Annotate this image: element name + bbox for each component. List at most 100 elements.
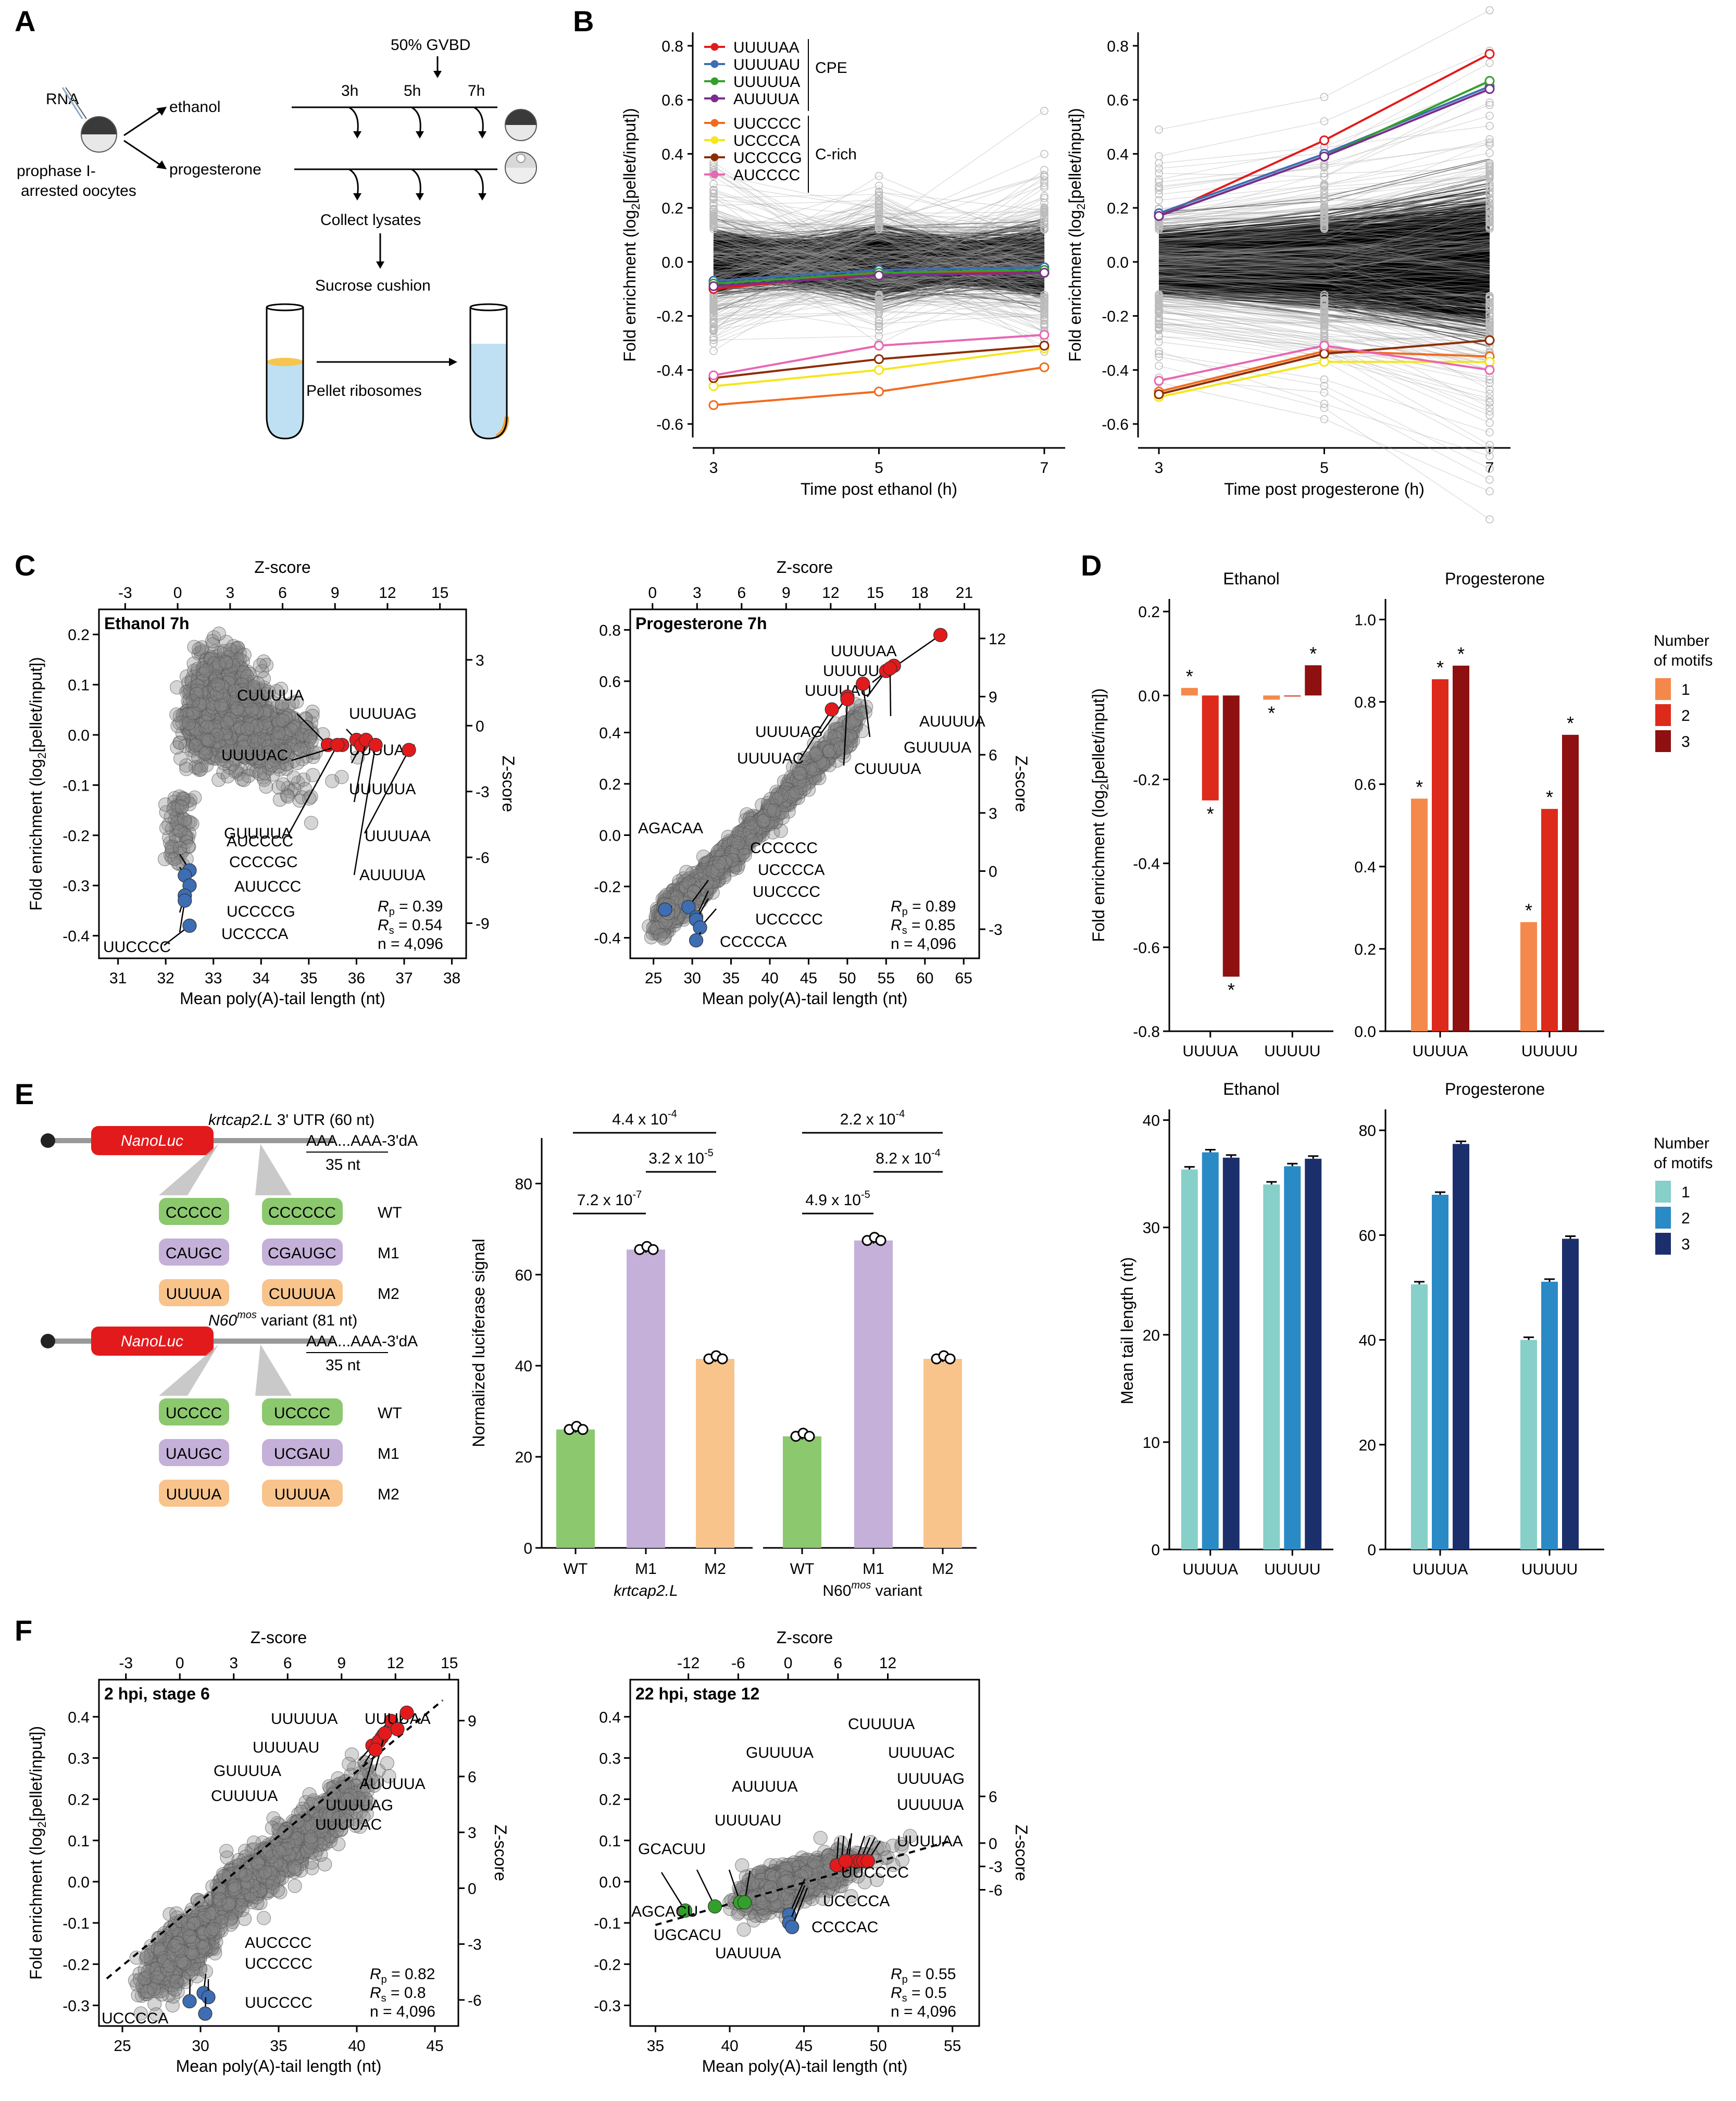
- panel-e-bar-krtcap2-m1: [627, 1249, 665, 1548]
- panel-b-right-xtick-label-1: 5: [1320, 459, 1329, 477]
- pellet-ribosomes-label: Pellet ribosomes: [306, 382, 422, 399]
- panel-e-reporter-2-nanoluc-label: NanoLuc: [121, 1333, 183, 1350]
- panel-c-right-label-ucccca: UCCCCA: [758, 861, 825, 879]
- panel-e-ytick-label-2: 40: [515, 1358, 532, 1375]
- panel-b-right-point-uccccg-0: [1154, 389, 1164, 399]
- panel-f-right-label-uauuua: UAUUUA: [715, 1945, 781, 1962]
- panel-d-progesterone-fe-bar-uuuua-2: [1432, 679, 1448, 1031]
- panel-b-right-point-uccccg-1: [1319, 348, 1329, 359]
- panel-e-reporter-2-motif-1-a: UAUGC: [166, 1445, 222, 1462]
- legend-marker-uuuuaa: [710, 43, 719, 51]
- panel-e-reporter-2-variant-0: WT: [378, 1405, 402, 1422]
- panel-c-left-stat-rs: Rs = 0.54: [378, 917, 442, 936]
- panel-b-left-ytick-label-3: 0.0: [661, 254, 683, 271]
- panel-c-right-xtick-label-7: 60: [916, 970, 933, 987]
- legend-marker-uucccc: [710, 119, 719, 127]
- panel-c-right-toplabel: Z-score: [777, 558, 833, 577]
- panel-c-left-ytick-label-5: 0.1: [68, 677, 90, 694]
- panel-c-right-label-guuuua: GUUUUA: [904, 739, 971, 756]
- panel-e-reporter-2-polya-label: AAA...AAA-3'dA: [306, 1333, 418, 1350]
- panel-c-left-toptick-label-0: -3: [118, 584, 132, 602]
- timepoint-arrowhead-2: [478, 131, 486, 139]
- panel-d-progesterone-tail-ytick-label-0: 80: [1359, 1122, 1376, 1140]
- panel-f-right-point-uuuuaa: [860, 1854, 875, 1868]
- panel-f-left-label-uuuuau: UUUUAU: [253, 1739, 319, 1756]
- panel-b-left-point-aucccc-0: [708, 370, 719, 381]
- panel-e-reporter-2-nanoluc: [91, 1327, 214, 1356]
- timepoint-arrow-5: [473, 168, 484, 197]
- panel-d-legend-top-swatch-3: [1655, 730, 1671, 752]
- panel-f-left-ytick-label-0: -0.3: [63, 1997, 90, 2015]
- panel-f-left-stat-rp: Rp = 0.82: [370, 1966, 435, 1985]
- panel-c-right-ytick-label-0: -0.4: [594, 930, 621, 947]
- panel-label-c: C: [15, 549, 35, 582]
- panel-c-right-xtick-label-1: 30: [683, 970, 701, 987]
- panel-f-right-ytick-label-0: -0.3: [594, 1997, 621, 2015]
- panel-label-f: F: [15, 1614, 32, 1647]
- panel-c-right-toptick-label-7: 21: [956, 584, 973, 602]
- panel-d-progesterone-fe-ytick-label-3: 0.4: [1354, 859, 1376, 876]
- panel-c-left-label-guuuua: GUUUUA: [224, 825, 292, 842]
- panel-f-right-stat-rp: Rp = 0.55: [891, 1966, 956, 1985]
- panel-f-right-label-agcacu: AGCACU: [631, 1903, 698, 1920]
- panel-f-right-xlabel: Mean poly(A)-tail length (nt): [702, 2057, 908, 2075]
- panel-c-right-point-uuuuac: [825, 702, 839, 717]
- panel-e-reporter-2-box-0-b: [262, 1398, 343, 1425]
- panel-f-left-point-uccccc: [201, 1990, 216, 2005]
- panel-f-left-toptick-label-5: 12: [387, 1655, 404, 1672]
- panel-b-right-series-aucccc: [1154, 341, 1495, 386]
- panel-f-right-xtick-label-0: 35: [647, 2037, 664, 2055]
- panel-d-ethanol-tail-bar-uuuuu-3: [1305, 1158, 1322, 1549]
- legend-label-auuuua: AUUUUA: [733, 91, 800, 108]
- panel-f-left-xtick-label-3: 40: [348, 2037, 365, 2055]
- panel-b-left-series-auuuua: [708, 268, 1050, 292]
- panel-f-right-ytick-label-1: -0.2: [594, 1956, 621, 1973]
- panel-f-left-point-uuuuac: [368, 1742, 383, 1757]
- panel-c-left-label-uuuuua: UUUUUA: [349, 781, 416, 798]
- panel-b-right-ytick-label-6: 0.6: [1107, 92, 1129, 109]
- panel-c-right-ytick-label-3: 0.2: [599, 776, 621, 793]
- panel-d-ethanol-fe-bar-uuuuu-1: [1263, 695, 1280, 700]
- panel-d-progesterone-tail-bar-uuuua-3: [1453, 1144, 1469, 1549]
- panel-e-reporter-2-utr-label: N60mos variant (81 nt): [208, 1309, 357, 1329]
- panel-d-progesterone-fe-xtick-label-1: UUUUU: [1521, 1043, 1578, 1060]
- panel-e-reporter-2-box-2-b: [262, 1480, 343, 1507]
- legend-label-uucccc: UUCCCC: [733, 115, 801, 132]
- panel-d-progesterone-fe-star-0-0: *: [1416, 776, 1423, 797]
- panel-f-left-ylabel: Fold enrichment (log2[pellet/input]): [27, 1726, 48, 1980]
- panel-e-rep-n60mos-1-2: [875, 1235, 886, 1246]
- panel-f-left-toptick-label-1: 0: [176, 1655, 184, 1672]
- panel-d-progesterone-tail-bar-uuuuu-2: [1541, 1281, 1558, 1549]
- panel-c-right-xlabel: Mean poly(A)-tail length (nt): [702, 989, 908, 1008]
- panel-c-right-label-uuuuua: UUUUUA: [823, 662, 890, 680]
- panel-c-left-label-uuuuac: UUUUAC: [221, 747, 288, 764]
- legend-marker-uuuuau: [710, 60, 719, 68]
- legend-group-crich: C-rich: [815, 146, 857, 163]
- panel-b-right-ytick-label-2: -0.2: [1102, 308, 1129, 326]
- panel-b-right-point-uccccg-2: [1484, 335, 1495, 345]
- panel-d-progesterone-tail-bar-uuuuu-3: [1562, 1239, 1579, 1549]
- oocyte-label-1: prophase I-: [17, 162, 96, 180]
- timepoint-arrow-2: [473, 106, 484, 135]
- panel-f-right-point-uauuua: [737, 1895, 752, 1910]
- panel-c-right-label-auuuua: AUUUUA: [919, 713, 985, 730]
- panel-c-left-label-ucccca: UCCCCA: [221, 926, 288, 943]
- timepoint-arrow-1: [411, 106, 421, 135]
- panel-c-right-leader-uuuuaa: [894, 634, 941, 668]
- gvbd-label: 50% GVBD: [391, 36, 470, 54]
- panel-d-progesterone-fe-ytick-label-2: 0.6: [1354, 777, 1376, 794]
- panel-f-right-toptick-label-3: 6: [833, 1655, 842, 1672]
- panel-e-ytick-label-4: 80: [515, 1175, 532, 1193]
- panel-f-left-righttick-label-1: 6: [468, 1769, 477, 1786]
- panel-c-left-xtick-label-0: 31: [109, 970, 127, 987]
- panel-f-right-xtick-label-3: 50: [869, 2037, 886, 2055]
- panel-f-left-point-uucccc: [198, 2006, 213, 2021]
- panel-d-legend-top-label-2: 2: [1681, 707, 1690, 724]
- panel-d-ethanol-tail-title: Ethanol: [1223, 1080, 1280, 1098]
- timepoint-arrowhead-1: [416, 131, 424, 139]
- panel-d-ethanol-fe-bar-uuuua-3: [1222, 695, 1240, 977]
- panel-f-right-stat-n: n = 4,096: [891, 2003, 956, 2020]
- panel-d-progesterone-tail-ytick-label-3: 20: [1359, 1437, 1376, 1454]
- timepoint-arrow-3: [348, 168, 359, 197]
